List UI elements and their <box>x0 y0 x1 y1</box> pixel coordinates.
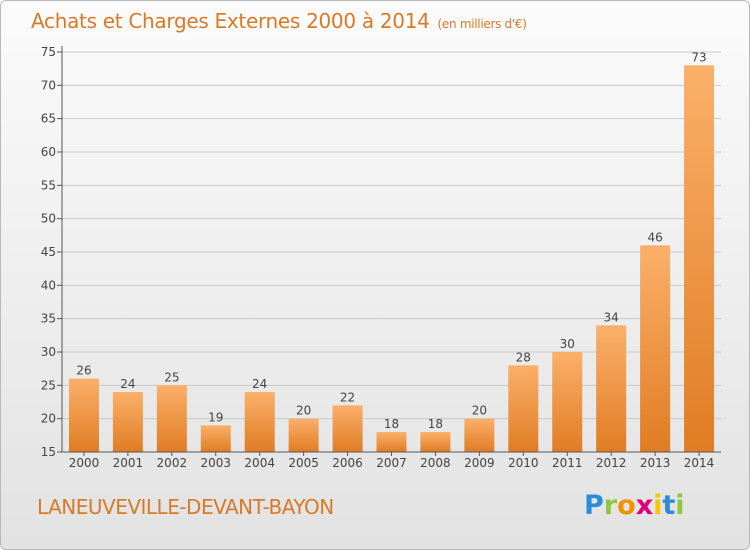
bar-value-label: 26 <box>76 364 91 378</box>
bar <box>288 418 319 452</box>
y-tick-label: 60 <box>41 145 56 159</box>
chart-title: Achats et Charges Externes 2000 à 2014 (e… <box>31 9 527 33</box>
y-tick-label: 25 <box>41 378 56 392</box>
bar-value-label: 24 <box>120 377 135 391</box>
x-tick-label: 2008 <box>420 456 451 470</box>
bar <box>508 365 539 452</box>
y-tick-label: 45 <box>41 245 56 259</box>
bar <box>420 432 451 452</box>
bar <box>596 325 627 452</box>
axes <box>57 46 721 456</box>
bar-value-label: 18 <box>428 417 443 431</box>
y-tick-label: 55 <box>41 178 56 192</box>
x-tick-label: 2012 <box>596 456 627 470</box>
logo-letter: P <box>584 490 604 521</box>
x-tick-label: 2013 <box>640 456 671 470</box>
y-tick-label: 65 <box>41 112 56 126</box>
x-tick-label: 2001 <box>113 456 144 470</box>
logo-letter: o <box>617 490 636 521</box>
bar <box>68 378 99 452</box>
y-tick-label: 70 <box>41 78 56 92</box>
y-tick-label: 50 <box>41 212 56 226</box>
proxiti-logo: Proxiti <box>584 490 685 521</box>
x-tick-label: 2011 <box>552 456 583 470</box>
bar <box>332 405 363 452</box>
logo-letter: i <box>653 490 663 521</box>
y-tick-label: 40 <box>41 278 56 292</box>
x-tick-label: 2002 <box>157 456 188 470</box>
x-tick-label: 2004 <box>244 456 275 470</box>
chart-title-text: Achats et Charges Externes 2000 à 2014 <box>31 9 430 33</box>
bar <box>640 245 671 452</box>
bar-value-label: 73 <box>691 50 706 64</box>
y-tick-label: 20 <box>41 412 56 426</box>
bar-value-label: 30 <box>560 337 575 351</box>
bar <box>200 425 231 452</box>
bar-value-label: 46 <box>647 230 662 244</box>
bar <box>552 352 583 452</box>
y-tick-label: 15 <box>41 445 56 459</box>
y-tick-label: 30 <box>41 345 56 359</box>
bar <box>112 392 143 452</box>
chart-unit: (en milliers d'€) <box>437 17 527 31</box>
logo-letter: r <box>603 490 618 521</box>
labels: 15 20 25 30 35 40 45 50 55 60 65 70 75 26 2000 24 2001 25… <box>41 45 715 470</box>
x-tick-label: 2006 <box>332 456 363 470</box>
x-tick-label: 2009 <box>464 456 495 470</box>
x-tick-label: 2000 <box>69 456 100 470</box>
logo-letter: x <box>635 490 654 521</box>
logo-letter: t <box>662 490 676 521</box>
bar <box>156 385 187 452</box>
bar-value-label: 22 <box>340 390 355 404</box>
bar-value-label: 20 <box>296 404 311 418</box>
bar-value-label: 18 <box>384 417 399 431</box>
x-tick-label: 2010 <box>508 456 539 470</box>
bar <box>684 65 715 452</box>
bar-value-label: 24 <box>252 377 267 391</box>
bar-value-label: 20 <box>472 404 487 418</box>
bars <box>68 65 715 452</box>
x-tick-label: 2007 <box>376 456 407 470</box>
bar <box>464 418 495 452</box>
commune-name: LANEUVEVILLE-DEVANT-BAYON <box>37 495 334 519</box>
bar <box>244 392 275 452</box>
x-tick-label: 2003 <box>200 456 231 470</box>
x-tick-label: 2005 <box>288 456 319 470</box>
y-tick-label: 35 <box>41 312 56 326</box>
bar <box>376 432 407 452</box>
x-tick-label: 2014 <box>684 456 715 470</box>
bar-value-label: 25 <box>164 370 179 384</box>
logo-letter: i <box>675 490 685 521</box>
bar-value-label: 34 <box>604 310 619 324</box>
bar-value-label: 19 <box>208 410 223 424</box>
y-tick-label: 75 <box>41 45 56 59</box>
bar-value-label: 28 <box>516 350 531 364</box>
